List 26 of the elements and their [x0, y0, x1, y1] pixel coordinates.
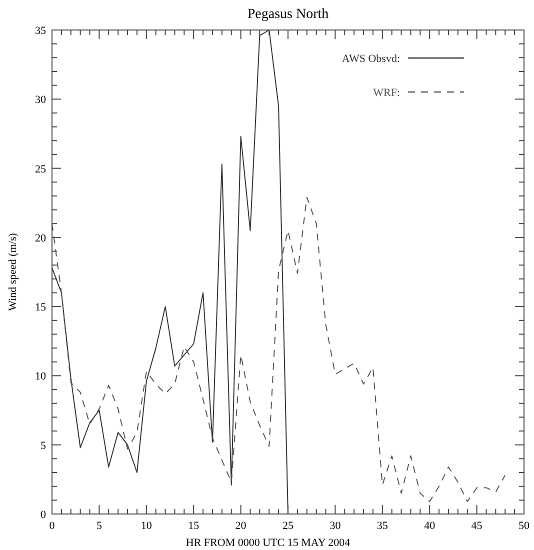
text: WRF: [373, 87, 400, 99]
x-tick-label: 15 [188, 520, 200, 532]
y-tick-label: 30 [35, 94, 46, 106]
x-tick-label: 0 [49, 520, 56, 532]
text: AWS Obsvd: [342, 53, 400, 65]
x-tick-label: 25 [282, 520, 294, 532]
x-tick-label: 20 [235, 520, 247, 532]
x-tick-label: 5 [96, 520, 102, 532]
y-tick-label: 35 [35, 25, 46, 37]
chart-title: Pegasus North [247, 7, 329, 22]
y-tick-label: 15 [35, 302, 46, 314]
y-axis-title: Wind speed (m/s) [7, 232, 19, 311]
line-series [52, 30, 288, 514]
x-tick-label: 45 [471, 520, 483, 532]
x-axis-title: HR FROM 0000 UTC 15 MAY 2004 [186, 537, 351, 549]
y-tick-label: 10 [35, 370, 46, 383]
x-tick-label: 50 [518, 520, 530, 532]
y-tick-label: 5 [40, 440, 46, 452]
x-tick-label: 35 [376, 520, 388, 532]
x-tick-label: 10 [140, 520, 152, 532]
line-series [52, 196, 506, 502]
y-tick-label: 0 [40, 509, 46, 521]
y-tick-label: 25 [35, 163, 46, 176]
x-tick-label: 40 [424, 520, 436, 532]
y-tick-label: 20 [35, 232, 46, 244]
x-tick-label: 30 [330, 520, 342, 532]
